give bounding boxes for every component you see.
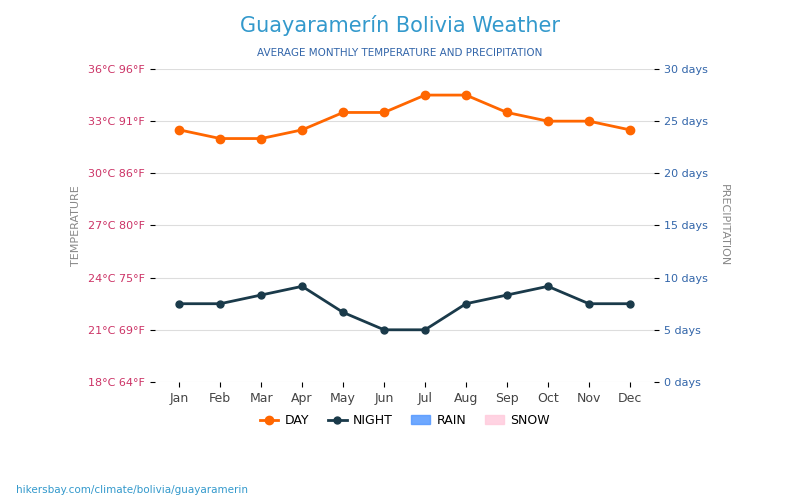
DAY — [625, 127, 634, 133]
DAY — [298, 127, 307, 133]
Legend: DAY, NIGHT, RAIN, SNOW: DAY, NIGHT, RAIN, SNOW — [254, 409, 554, 432]
DAY — [543, 118, 553, 124]
NIGHT — [215, 300, 225, 306]
NIGHT — [625, 300, 634, 306]
NIGHT — [420, 327, 430, 333]
DAY — [379, 110, 389, 116]
NIGHT — [584, 300, 594, 306]
NIGHT — [379, 327, 389, 333]
DAY — [584, 118, 594, 124]
Y-axis label: PRECIPITATION: PRECIPITATION — [719, 184, 729, 266]
NIGHT — [502, 292, 512, 298]
NIGHT — [462, 300, 471, 306]
NIGHT — [543, 284, 553, 290]
DAY — [420, 92, 430, 98]
Line: NIGHT: NIGHT — [176, 283, 634, 334]
NIGHT — [338, 310, 348, 316]
NIGHT — [298, 284, 307, 290]
DAY — [502, 110, 512, 116]
Text: AVERAGE MONTHLY TEMPERATURE AND PRECIPITATION: AVERAGE MONTHLY TEMPERATURE AND PRECIPIT… — [258, 48, 542, 58]
Bar — [209, 486, 231, 500]
Text: hikersbay.com/climate/bolivia/guayaramerin: hikersbay.com/climate/bolivia/guayaramer… — [16, 485, 248, 495]
DAY — [215, 136, 225, 141]
Y-axis label: TEMPERATURE: TEMPERATURE — [71, 185, 81, 266]
DAY — [256, 136, 266, 141]
Bar — [618, 486, 641, 500]
DAY — [338, 110, 348, 116]
DAY — [174, 127, 184, 133]
Text: Guayaramerín Bolivia Weather: Guayaramerín Bolivia Weather — [240, 15, 560, 36]
NIGHT — [256, 292, 266, 298]
DAY — [462, 92, 471, 98]
NIGHT — [174, 300, 184, 306]
Line: DAY: DAY — [175, 91, 634, 142]
